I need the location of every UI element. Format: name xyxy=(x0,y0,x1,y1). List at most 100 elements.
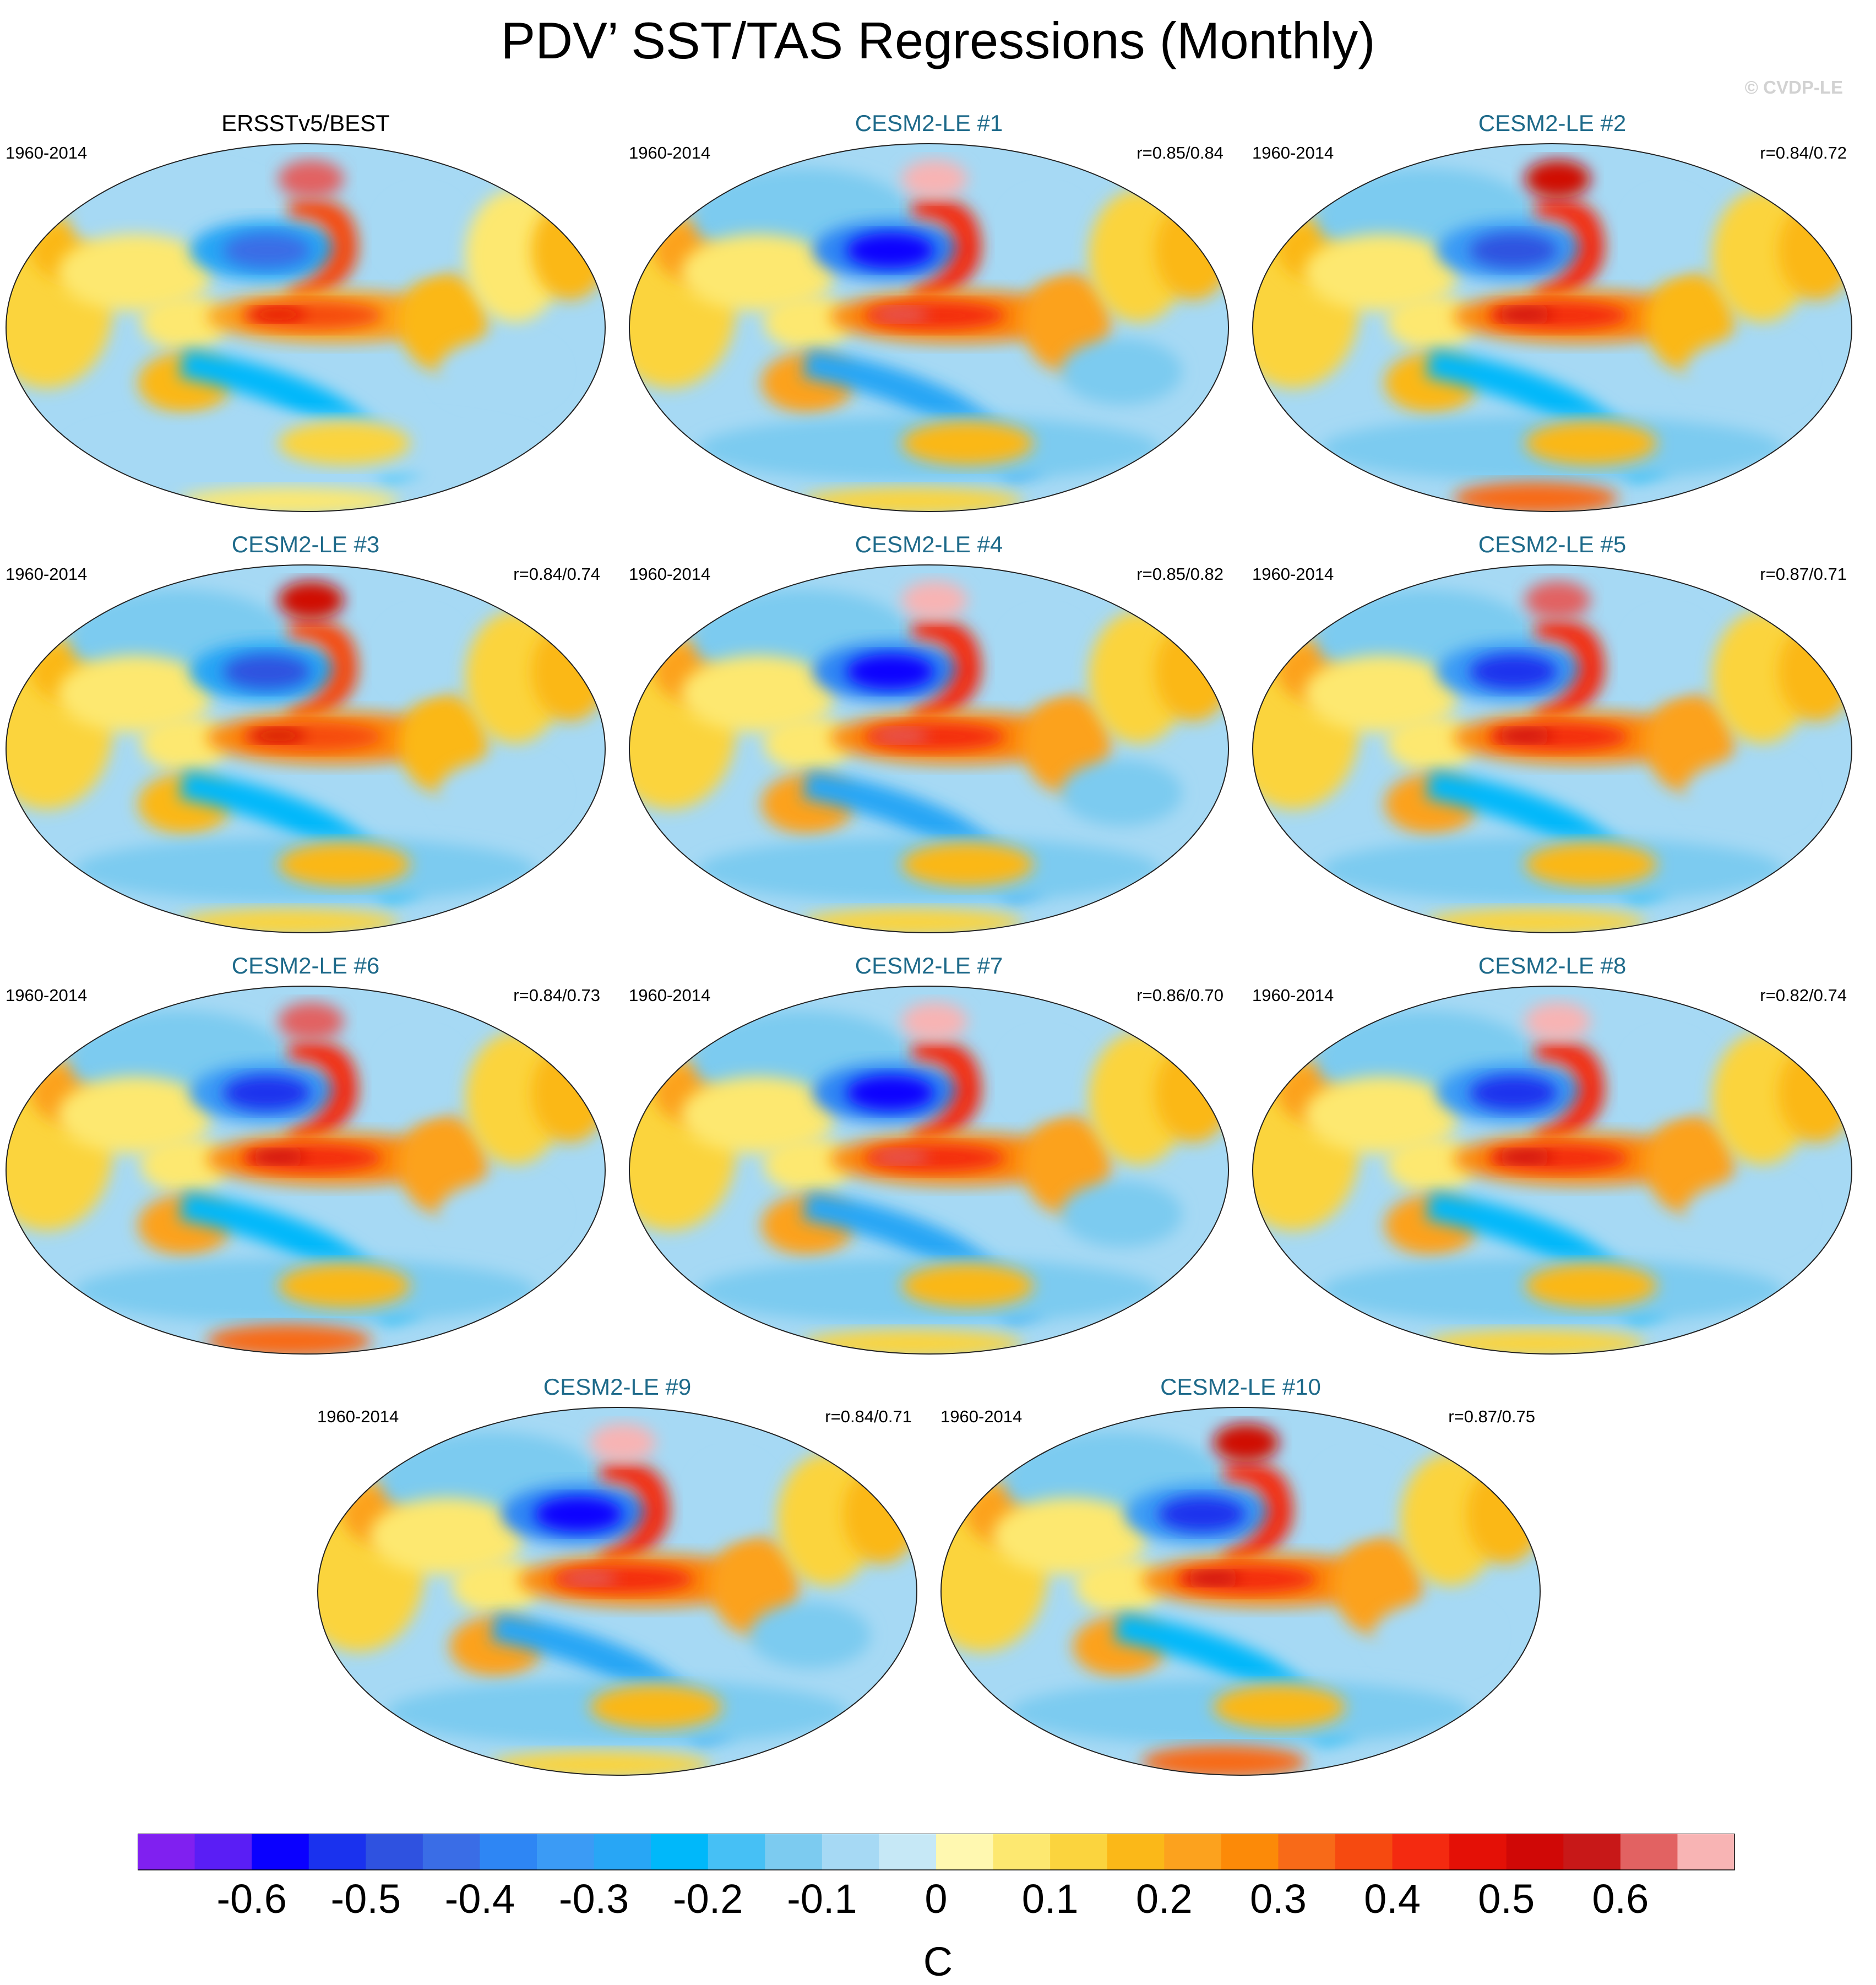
regression-map xyxy=(629,143,1229,512)
panel-title: CESM2-LE #9 xyxy=(543,1374,692,1400)
warm-tropical-peak xyxy=(562,1571,617,1585)
cold-core-north-pacific xyxy=(1470,233,1558,268)
cool-north-america xyxy=(383,195,460,273)
warm-antarctic xyxy=(206,1324,372,1354)
cold-core-north-pacific xyxy=(1158,1497,1246,1532)
warm-tropical-peak xyxy=(874,1150,929,1163)
warm-south-pacific-patch xyxy=(1525,842,1657,887)
panel-period: 1960-2014 xyxy=(6,564,88,584)
warm-alaska xyxy=(1213,1423,1279,1462)
colorbar-tick-label: 0.6 xyxy=(1592,1876,1649,1922)
colorbar-swatch xyxy=(1392,1834,1450,1870)
warm-antarctic xyxy=(491,1751,711,1775)
map-field xyxy=(629,144,1228,512)
cool-north-america xyxy=(694,1459,771,1536)
colorbar-frame xyxy=(137,1833,1735,1870)
panel-period: 1960-2014 xyxy=(6,143,88,162)
panel-pattern-correlation: r=0.87/0.75 xyxy=(1448,1407,1535,1426)
map-panel: CESM2-LE #4 1960-2014 r=0.85/0.82 xyxy=(623,421,1235,933)
colorbar-tick-label: -0.1 xyxy=(787,1876,857,1922)
warm-tropical-peak xyxy=(1186,1571,1241,1585)
warm-south-asia xyxy=(58,1076,212,1154)
colorbar-swatch xyxy=(1278,1834,1336,1870)
colorbar-tick-label: -0.6 xyxy=(216,1876,287,1922)
panel-period: 1960-2014 xyxy=(317,1407,399,1426)
panel-period: 1960-2014 xyxy=(629,143,711,162)
cool-south-atlantic xyxy=(1061,339,1182,405)
maritime-continent xyxy=(452,1558,540,1613)
cool-south-atlantic xyxy=(438,1181,559,1247)
warm-antarctic xyxy=(1141,1745,1307,1775)
colorbar-swatch xyxy=(1221,1834,1279,1870)
cool-north-america xyxy=(1318,1459,1395,1536)
warm-ne-pacific-arm xyxy=(289,198,358,306)
warm-tropical-peak xyxy=(874,729,929,742)
maritime-continent xyxy=(1387,295,1475,350)
maritime-continent xyxy=(140,1137,229,1192)
cool-north-america xyxy=(1006,617,1083,694)
panel-period: 1960-2014 xyxy=(1252,986,1334,1005)
panel-title: CESM2-LE #3 xyxy=(231,531,380,557)
map-field xyxy=(629,565,1228,933)
colorbar-swatch xyxy=(708,1834,765,1870)
panel-title: CESM2-LE #4 xyxy=(855,531,1003,557)
colorbar-swatch xyxy=(138,1834,195,1870)
warm-alaska xyxy=(278,160,344,198)
warm-tropical-peak xyxy=(251,1150,306,1163)
colorbar-tick-label: 0.3 xyxy=(1250,1876,1307,1922)
panel-title: CESM2-LE #7 xyxy=(855,953,1003,978)
map-field xyxy=(1253,144,1852,512)
warm-south-pacific-patch xyxy=(1213,1685,1345,1729)
panel-pattern-correlation: r=0.85/0.82 xyxy=(1137,564,1224,584)
colorbar-swatch xyxy=(765,1834,823,1870)
panel-title: ERSSTv5/BEST xyxy=(221,110,390,136)
warm-south-pacific-patch xyxy=(901,1264,1034,1308)
colorbar-swatch xyxy=(1563,1834,1621,1870)
cool-south-atlantic xyxy=(749,1602,871,1668)
cold-core-north-pacific xyxy=(223,233,311,268)
panel-pattern-correlation: r=0.84/0.74 xyxy=(513,564,600,584)
cool-south-atlantic xyxy=(1684,760,1806,826)
colorbar-swatch xyxy=(879,1834,937,1870)
warm-tropical-peak xyxy=(251,308,306,321)
map-panel: ERSSTv5/BEST 1960-2014 xyxy=(0,0,611,512)
warm-alaska xyxy=(278,1002,344,1041)
warm-ne-pacific-arm xyxy=(912,619,981,727)
cold-core-north-pacific xyxy=(1470,654,1558,689)
cool-south-atlantic xyxy=(1373,1602,1494,1668)
warm-alaska xyxy=(590,1423,656,1462)
colorbar-unit-label: C xyxy=(923,1939,953,1984)
cool-south-atlantic xyxy=(438,339,559,405)
colorbar-tick-label: -0.4 xyxy=(445,1876,515,1922)
warm-ne-pacific-arm xyxy=(289,619,358,727)
colorbar: -0.6 -0.5 -0.4 -0.3 -0.2 -0.1 0 0.1 0.2 0.3 0.4 0.5… xyxy=(137,1833,1746,1971)
map-field xyxy=(6,986,605,1354)
colorbar-swatch xyxy=(194,1834,252,1870)
colorbar-tick-label: -0.2 xyxy=(673,1876,743,1922)
regression-map xyxy=(629,564,1229,933)
maritime-continent xyxy=(1075,1558,1163,1613)
map-panel: CESM2-LE #3 1960-2014 r=0.84/0.74 xyxy=(0,421,611,933)
panel-title: CESM2-LE #8 xyxy=(1478,953,1627,978)
panel-pattern-correlation: r=0.85/0.84 xyxy=(1137,143,1224,162)
colorbar-swatch xyxy=(366,1834,423,1870)
warm-south-asia xyxy=(681,655,835,732)
panel-pattern-correlation: r=0.84/0.72 xyxy=(1760,143,1847,162)
regression-map xyxy=(6,986,606,1355)
globe-outline xyxy=(629,143,1229,512)
warm-south-pacific-patch xyxy=(901,421,1034,465)
warm-alaska xyxy=(1525,581,1591,619)
cold-core-north-pacific xyxy=(1470,1075,1558,1111)
panel-pattern-correlation: r=0.82/0.74 xyxy=(1760,986,1847,1005)
map-field xyxy=(6,144,605,512)
panel-title: CESM2-LE #6 xyxy=(231,953,380,978)
colorbar-tick-label: -0.5 xyxy=(331,1876,401,1922)
cold-core-north-pacific xyxy=(223,1075,311,1111)
cool-north-america xyxy=(1629,195,1706,273)
cool-south-atlantic xyxy=(1061,1181,1182,1247)
maritime-continent xyxy=(764,716,852,771)
globe-outline xyxy=(317,1407,917,1776)
maritime-continent xyxy=(140,716,229,771)
globe-outline xyxy=(940,1407,1541,1776)
cold-core-north-pacific xyxy=(846,233,934,268)
